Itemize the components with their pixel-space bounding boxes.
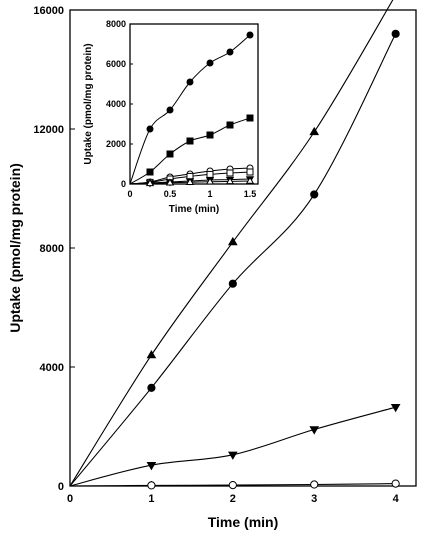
main-series-3-point [147, 481, 156, 490]
main-x-axis-label: Time (min) [208, 514, 279, 530]
main-series-0-point [227, 236, 238, 246]
inset-x-axis-label: Time (min) [169, 204, 219, 215]
main-series-2-point [309, 426, 320, 435]
inset-y-tick-label: 4000 [106, 99, 126, 109]
inset-series-0-point [246, 31, 254, 39]
inset-y-tick-label: 6000 [106, 59, 126, 69]
inset-series-0-point [226, 48, 234, 56]
inset-x-tick-label: 0.5 [164, 189, 177, 199]
inset-series-1-point [166, 150, 174, 158]
main-series-2-point [146, 461, 157, 471]
inset-series-5-point [225, 176, 235, 185]
main-series-3-point [391, 479, 400, 488]
inset-series-3-point [206, 170, 214, 178]
inset-x-tick-label: 0 [127, 189, 132, 199]
inset-series-1-point [146, 168, 154, 176]
main-series-3-point [228, 481, 237, 490]
main-series-2-point [390, 403, 401, 413]
main-series-0-point [146, 349, 157, 359]
main-series-3-point [310, 480, 319, 489]
main-y-tick-label: 16000 [33, 5, 64, 17]
inset-series-1-point [226, 121, 234, 129]
inset-y-axis-label: Uptake (pmol/mg protein) [83, 43, 94, 164]
inset-series-5-point [205, 177, 215, 185]
inset-series-3-point [226, 169, 234, 177]
main-y-tick-label: 0 [58, 481, 64, 493]
inset-series-0-point [146, 125, 154, 133]
inset-markers [145, 31, 255, 188]
inset-series-0-point [166, 106, 174, 114]
main-markers [146, 29, 401, 490]
main-series-1-point [228, 279, 237, 288]
inset-series-0-point [186, 78, 194, 86]
main-series-1-point [310, 190, 319, 199]
inset-axis-ticks: 0 0.5 1 1.5 0 2000 4000 6000 8000 [106, 19, 256, 199]
inset-series-0-point [206, 59, 214, 67]
inset-series-1-point [206, 131, 214, 139]
main-y-axis-label: Uptake (pmol/mg protein) [7, 163, 23, 333]
inset-y-tick-label: 2000 [106, 139, 126, 149]
inset-x-tick-label: 1 [207, 189, 212, 199]
main-y-tick-label: 8000 [40, 243, 64, 255]
inset-x-tick-label: 1.5 [244, 189, 257, 199]
inset-series-5-point [145, 178, 155, 187]
inset-series-3-point [246, 168, 254, 176]
inset-plot-frame [129, 23, 259, 185]
inset-series-5-point [245, 176, 255, 184]
main-x-tick-label: 4 [393, 493, 400, 505]
main-series-2-point [227, 451, 238, 460]
main-x-tick-label: 2 [230, 493, 236, 505]
main-y-tick-label: 12000 [33, 124, 64, 136]
inset-series-5-point [165, 178, 175, 186]
main-x-tick-label: 3 [311, 493, 317, 505]
main-series-1-point [147, 383, 156, 392]
main-series-2-line [69, 406, 396, 487]
inset-y-tick-label: 0 [121, 179, 126, 189]
inset-y-tick-label: 8000 [106, 19, 126, 29]
inset-series-5-point [185, 177, 195, 185]
main-x-tick-label: 1 [148, 493, 154, 505]
inset-series-1-point [246, 114, 254, 122]
main-y-tick-label: 4000 [40, 362, 64, 374]
main-series-1-point [391, 29, 400, 38]
main-x-tick-label: 0 [67, 493, 73, 505]
inset-series-1-point [186, 137, 194, 145]
main-series-0-point [309, 126, 320, 136]
